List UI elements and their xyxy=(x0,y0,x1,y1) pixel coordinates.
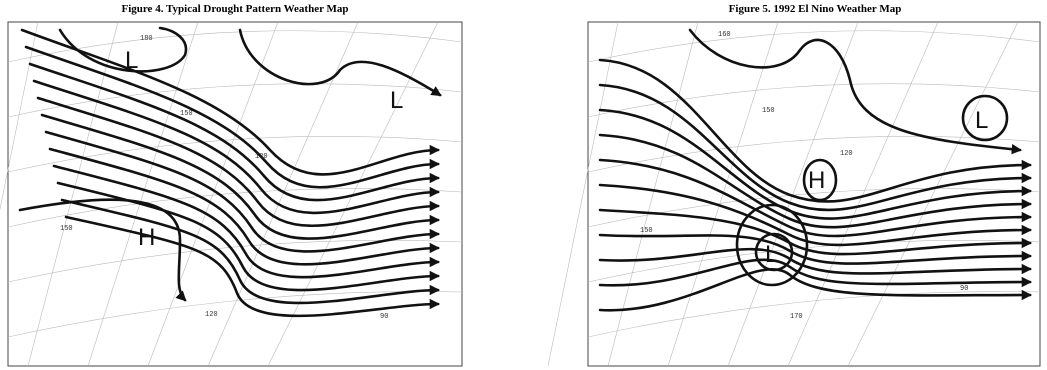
graticule xyxy=(588,292,1040,337)
isobar xyxy=(690,30,1020,150)
isobar xyxy=(30,64,438,200)
low-label: L xyxy=(390,87,403,114)
degree-label: 120 xyxy=(205,311,218,319)
low-label: L xyxy=(125,47,138,74)
isobar xyxy=(66,217,438,316)
figure-caption: Figure 4. Typical Drought Pattern Weathe… xyxy=(121,3,348,15)
degree-label: 120 xyxy=(840,150,853,158)
isobar xyxy=(600,260,1030,286)
figure-sheet: Figure 4. Typical Drought Pattern Weathe… xyxy=(0,0,1047,370)
degree-label: 170 xyxy=(790,313,803,321)
degree-label: 150 xyxy=(180,110,193,118)
degree-label: 150 xyxy=(60,225,73,233)
high-label: H xyxy=(808,167,825,194)
page: Figure 4. Typical Drought Pattern Weathe… xyxy=(0,0,1047,370)
degree-label: 120 xyxy=(255,153,268,161)
low-label: L xyxy=(765,241,778,268)
isobar xyxy=(50,149,438,264)
low-label: L xyxy=(975,107,988,134)
graticule xyxy=(588,31,1040,62)
contours xyxy=(0,22,1040,366)
isobar xyxy=(20,200,185,300)
isobar xyxy=(46,132,438,251)
graticule xyxy=(8,292,462,337)
graticule xyxy=(788,22,938,366)
degree-label: 160 xyxy=(718,31,731,39)
graticule xyxy=(8,31,462,62)
high-label: H xyxy=(138,224,155,251)
degree-label: 180 xyxy=(140,35,153,43)
degree-label: 90 xyxy=(380,313,388,321)
graticule xyxy=(548,22,618,366)
degree-label: 150 xyxy=(640,227,653,235)
graticule xyxy=(0,22,38,366)
degree-label: 150 xyxy=(762,107,775,115)
graticule xyxy=(8,240,462,282)
isobar xyxy=(240,30,440,95)
figure-caption: Figure 5. 1992 El Nino Weather Map xyxy=(729,3,902,15)
degree-label: 90 xyxy=(960,285,968,293)
